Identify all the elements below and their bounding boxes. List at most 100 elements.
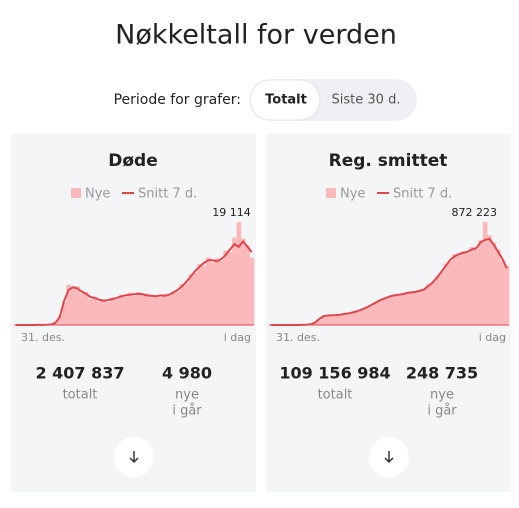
legend-swatch — [71, 188, 81, 198]
stat-value: 2 407 837 — [35, 364, 124, 383]
bar — [70, 288, 76, 325]
period-option[interactable]: Siste 30 d. — [332, 93, 401, 108]
stat-caption: i går — [172, 404, 202, 419]
bar — [197, 264, 202, 325]
period-option-selected[interactable] — [249, 79, 321, 121]
bar — [240, 238, 246, 325]
stat-caption: i går — [427, 404, 457, 419]
bar — [166, 295, 172, 325]
stat-value: 4 980 — [162, 364, 212, 383]
bar — [325, 315, 331, 325]
stat-caption: totalt — [63, 388, 98, 403]
bar — [214, 258, 220, 325]
bar — [321, 315, 327, 325]
bar — [236, 221, 242, 325]
bar — [223, 250, 229, 325]
bar — [491, 242, 497, 325]
bar — [105, 301, 111, 325]
legend-label: Snitt 7 d. — [393, 187, 452, 202]
bar — [408, 291, 414, 325]
bar — [249, 257, 255, 325]
bar — [179, 284, 185, 325]
bar — [495, 249, 501, 325]
bar — [382, 297, 388, 325]
bar — [373, 301, 379, 325]
bar — [365, 306, 370, 325]
bar — [478, 239, 484, 325]
bar — [192, 272, 198, 325]
x-tick-label: i dag — [479, 331, 506, 344]
period-option[interactable]: Totalt — [265, 93, 307, 108]
peak-label: 19 114 — [212, 206, 251, 219]
bar — [504, 265, 510, 325]
bar — [158, 296, 163, 325]
bar — [443, 263, 449, 325]
bar — [201, 265, 207, 325]
bar — [175, 291, 181, 325]
bar — [399, 293, 405, 325]
bar — [149, 297, 154, 325]
bar — [347, 312, 353, 325]
bar — [430, 283, 436, 325]
bar — [210, 262, 216, 325]
bar — [123, 296, 128, 325]
bar — [88, 299, 93, 325]
bar — [144, 293, 150, 325]
bar — [456, 255, 462, 325]
bar — [421, 288, 427, 325]
bar — [330, 314, 335, 325]
x-tick-label: 31. des. — [21, 331, 65, 344]
bar — [245, 245, 250, 325]
avg-line — [271, 237, 508, 326]
bar — [79, 293, 85, 325]
bar — [404, 293, 409, 325]
bar — [118, 294, 124, 325]
bar — [171, 291, 176, 325]
bar — [447, 261, 453, 325]
bar — [232, 237, 237, 325]
bar — [219, 260, 224, 325]
legend-swatch — [326, 188, 336, 198]
bar — [378, 300, 383, 325]
bar — [439, 272, 444, 325]
bar — [465, 252, 471, 325]
bar — [75, 286, 80, 325]
bar — [114, 299, 120, 325]
stat-caption: nye — [430, 388, 454, 403]
bar — [162, 293, 168, 325]
bar — [474, 249, 479, 325]
bar — [426, 284, 431, 325]
stat-value: 248 735 — [406, 364, 478, 383]
bar — [96, 301, 102, 325]
bar — [461, 251, 466, 325]
bar — [482, 221, 488, 325]
bar — [66, 284, 72, 325]
bar — [413, 292, 418, 325]
stat-caption: nye — [175, 388, 199, 403]
bar — [391, 294, 396, 325]
bar — [127, 292, 133, 325]
bar — [469, 247, 475, 325]
bar — [184, 283, 189, 325]
period-label: Periode for grafer: — [114, 92, 241, 108]
bar — [92, 296, 98, 325]
legend-label: Snitt 7 d. — [138, 187, 197, 202]
stat-caption: totalt — [318, 388, 353, 403]
bar — [140, 295, 146, 325]
avg-line — [16, 239, 253, 326]
expand-icon — [384, 451, 394, 464]
bar — [62, 302, 67, 325]
bar — [356, 310, 361, 325]
bar — [487, 235, 492, 325]
bar — [369, 305, 375, 325]
bar — [206, 257, 211, 325]
expand-icon — [129, 451, 139, 464]
bar — [417, 289, 423, 325]
bar — [334, 315, 340, 325]
bar — [360, 309, 366, 325]
peak-label: 872 223 — [452, 206, 498, 219]
bar — [434, 275, 440, 325]
bar — [188, 274, 194, 325]
legend-label: Nye — [340, 187, 365, 202]
